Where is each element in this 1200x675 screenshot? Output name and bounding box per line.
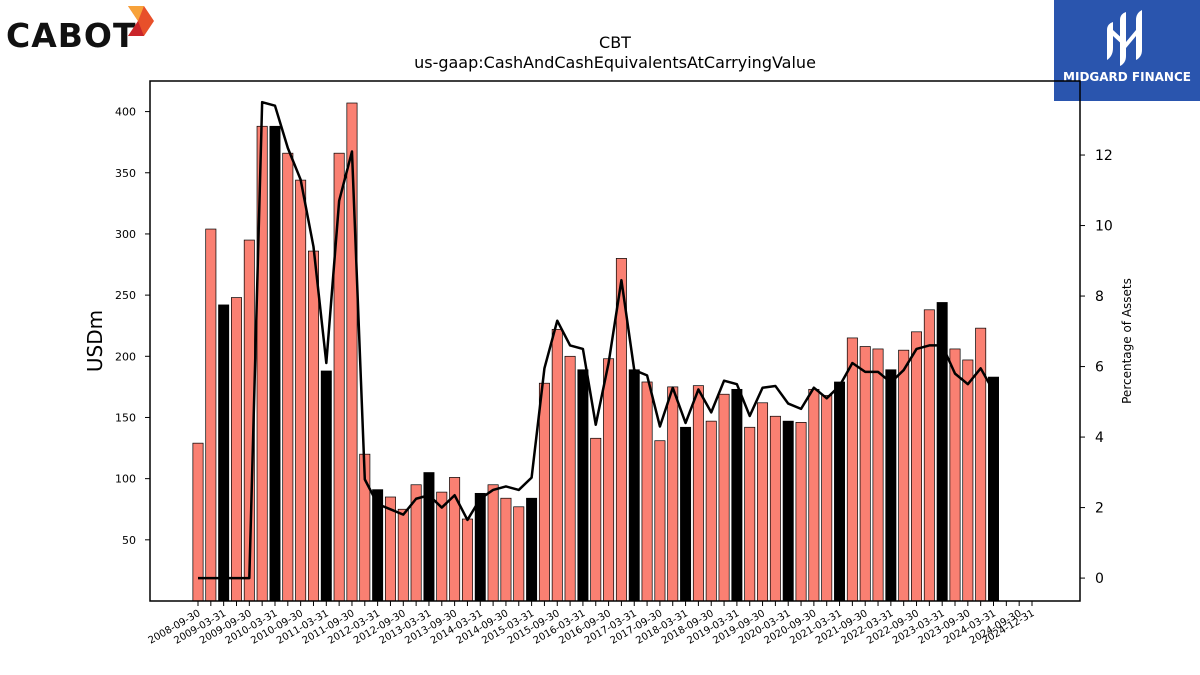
bar	[564, 355, 576, 602]
bar	[538, 382, 550, 602]
chart-subtitle: us-gaap:CashAndCashEquivalentsAtCarrying…	[414, 53, 816, 72]
cabot-logo-text: CABOT	[6, 16, 137, 55]
bar	[218, 304, 230, 602]
bar	[487, 484, 499, 602]
bar	[769, 415, 781, 602]
bar	[885, 369, 897, 602]
y-tick-label: 100	[115, 473, 136, 486]
bar	[231, 297, 242, 602]
bar	[320, 370, 332, 602]
bar	[898, 349, 910, 602]
bar	[949, 348, 961, 602]
bar	[205, 228, 217, 602]
bar	[821, 395, 833, 602]
midgard-logo-mark	[1107, 10, 1142, 66]
bar	[269, 125, 281, 602]
bar	[667, 386, 679, 602]
percent-of-assets-line	[198, 100, 995, 580]
bar	[911, 331, 923, 602]
y2-tick-label: 6	[1095, 360, 1104, 376]
bar	[654, 440, 666, 602]
bar	[333, 152, 345, 602]
bar	[307, 250, 319, 602]
y-tick-label: 50	[122, 534, 136, 547]
bar	[641, 381, 653, 602]
bar	[590, 437, 602, 602]
y-axis-label: USDm	[83, 310, 107, 372]
bar	[692, 385, 704, 602]
bar	[628, 369, 640, 602]
y2-tick-label: 12	[1095, 148, 1113, 164]
bar	[782, 420, 794, 602]
bar	[526, 497, 538, 602]
y2-tick-label: 0	[1095, 571, 1104, 587]
bar	[282, 152, 294, 602]
cabot-logo: CABOT	[6, 4, 166, 55]
bar	[461, 518, 473, 602]
bar	[423, 472, 435, 602]
bar	[744, 426, 756, 602]
bar	[384, 496, 396, 602]
bar	[577, 369, 589, 602]
left-y-axis: 50 100 150 200 250 300 350 400	[115, 106, 150, 547]
bar	[551, 329, 563, 602]
bar	[962, 359, 974, 602]
chart-title: CBT	[599, 33, 631, 52]
bar	[680, 426, 692, 602]
bar	[731, 388, 743, 602]
bar	[923, 309, 935, 602]
bar	[513, 506, 525, 602]
bar	[795, 422, 807, 602]
y-tick-label: 350	[115, 167, 136, 180]
bar	[705, 420, 717, 602]
line-series	[198, 100, 995, 580]
y-tick-label: 300	[115, 228, 136, 241]
bar	[500, 497, 512, 602]
bar	[474, 492, 486, 602]
cabot-logo-mark	[128, 6, 154, 36]
bar	[295, 179, 307, 602]
right-y-axis: 0 2 4 6 8 10 12	[1080, 148, 1113, 587]
plot-frame	[149, 80, 1081, 602]
bar	[859, 346, 871, 602]
midgard-logo-text: MIDGARD FINANCE	[1063, 70, 1191, 84]
bar	[718, 393, 730, 602]
y2-tick-label: 10	[1095, 219, 1113, 235]
bar	[988, 376, 999, 602]
midgard-finance-logo: MIDGARD FINANCE	[1054, 0, 1200, 101]
y-tick-label: 200	[115, 350, 136, 363]
bar	[397, 508, 409, 602]
y2-tick-label: 2	[1095, 501, 1104, 517]
bar	[846, 337, 858, 602]
bar	[603, 358, 615, 602]
y-tick-label: 150	[115, 411, 136, 424]
bar	[808, 388, 820, 602]
y-tick-label: 400	[115, 106, 136, 119]
bar	[757, 402, 769, 602]
bar-series	[192, 102, 999, 602]
y-tick-label: 250	[115, 289, 136, 302]
y2-tick-label: 4	[1095, 430, 1104, 446]
bar	[834, 381, 846, 602]
bar	[872, 348, 884, 602]
y2-axis-label: Percentage of Assets	[1120, 278, 1134, 404]
x-axis: 2008-09-302009-03-312009-09-302010-03-31…	[147, 601, 1037, 647]
y2-tick-label: 8	[1095, 289, 1104, 305]
